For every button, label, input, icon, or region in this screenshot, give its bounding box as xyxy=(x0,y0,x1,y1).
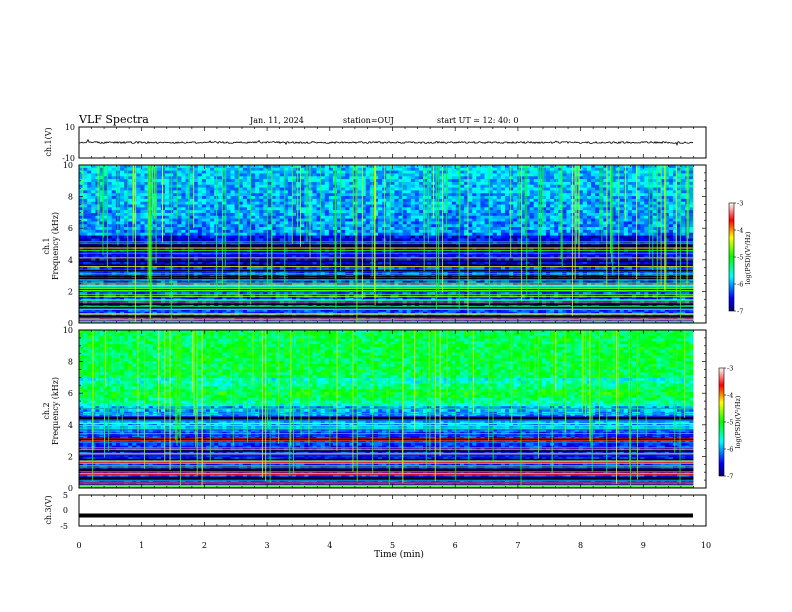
ch2-spectrogram-image xyxy=(79,330,706,489)
ch3-ticks xyxy=(78,495,707,526)
colorbar-tick-label: -4 xyxy=(727,392,733,400)
colorbar-tick-label: -7 xyxy=(737,308,743,316)
colorbar-tick-label: -4 xyxy=(737,227,743,235)
ch2-colorbar-label: log(PSD)(V²/Hz) xyxy=(734,395,742,448)
time-tick-label: 0 xyxy=(76,541,81,550)
colorbar-tick-label: -5 xyxy=(727,419,733,427)
time-tick-label: 2 xyxy=(202,541,207,550)
ch1-spectrogram-channel-label: ch.1 xyxy=(42,237,51,254)
time-tick-label: 8 xyxy=(578,541,583,550)
colorbar-tick-label: -3 xyxy=(737,200,743,208)
time-tick-label: 1 xyxy=(139,541,144,550)
ch1-colorbar-ticks: -3 -4 -5 -6 -7 xyxy=(734,200,743,316)
ch3-panel: ch.3(V) 5 0 -5 xyxy=(44,491,707,531)
time-tick-label: 3 xyxy=(265,541,270,550)
time-tick-label: 9 xyxy=(641,541,646,550)
ch3-ytick-bottom: -5 xyxy=(60,522,68,531)
frequency-tick-label: 6 xyxy=(68,224,73,233)
ch2-frequency-axis-label: Frequency (kHz) xyxy=(51,377,60,445)
figure-title: VLF Spectra xyxy=(78,113,149,126)
time-axis-label: Time (min) xyxy=(374,549,424,560)
ch1-ytick-bottom: -10 xyxy=(62,154,75,163)
frequency-tick-label: 0 xyxy=(68,484,73,493)
colorbar-tick-label: -6 xyxy=(737,281,743,289)
ch1-waveform-panel: ch.1(V) 10 -10 xyxy=(44,123,707,163)
colorbar-tick-label: -5 xyxy=(737,254,743,262)
time-tick-label: 10 xyxy=(701,541,711,550)
time-tick-label: 4 xyxy=(327,541,332,550)
ch1-frequency-ticks: 0 2 4 6 8 10 xyxy=(63,161,707,328)
station-label: station=OUJ xyxy=(343,116,394,125)
ch2-frequency-ticks: 0 2 4 6 8 10 xyxy=(63,326,707,493)
ch1-colorbar-label: log(PSD)(V²/Hz) xyxy=(744,231,752,284)
time-tick-label: 6 xyxy=(453,541,458,550)
time-tick-label: 5 xyxy=(390,541,395,550)
frequency-tick-label: 10 xyxy=(63,326,73,335)
ch2-colorbar-ticks: -3 -4 -5 -6 -7 xyxy=(724,365,733,481)
ch1-waveform-ticks xyxy=(78,127,707,158)
colorbar-tick-label: -6 xyxy=(727,446,733,454)
frequency-tick-label: 2 xyxy=(68,287,73,296)
frequency-tick-label: 8 xyxy=(68,358,73,367)
ch1-colorbar: -3 -4 -5 -6 -7 log(PSD)(V²/Hz) xyxy=(728,200,752,316)
ch2-spectrogram-channel-label: ch.2 xyxy=(42,402,51,419)
date-label: Jan. 11, 2024 xyxy=(249,116,304,125)
ch1-spectrogram-panel: 0 2 4 6 8 10 ch.1 Frequency (kHz) xyxy=(42,161,707,328)
time-tick-label: 7 xyxy=(515,541,520,550)
frequency-tick-label: 0 xyxy=(68,319,73,328)
ch2-colorbar: -3 -4 -5 -6 -7 log(PSD)(V²/Hz) xyxy=(718,365,742,481)
frequency-tick-label: 4 xyxy=(68,421,73,430)
frequency-tick-label: 2 xyxy=(68,452,73,461)
ch1-frequency-axis-label: Frequency (kHz) xyxy=(51,212,60,280)
ch1-waveform-ylabel: ch.1(V) xyxy=(44,127,53,156)
ch1-waveform-trace xyxy=(78,138,694,147)
ch1-spectrogram-image xyxy=(79,165,706,324)
start-time-label: start UT = 12: 40: 0 xyxy=(437,116,518,125)
frequency-tick-label: 6 xyxy=(68,389,73,398)
ch2-spectrogram-panel: 0 2 4 6 8 10 ch.2 Frequency (kHz) xyxy=(42,326,707,493)
ch3-ytick-top: 5 xyxy=(63,491,68,500)
colorbar-tick-label: -7 xyxy=(727,473,733,481)
frequency-tick-label: 8 xyxy=(68,193,73,202)
ch1-ytick-top: 10 xyxy=(65,123,75,132)
frequency-tick-label: 10 xyxy=(63,161,73,170)
ch3-ytick-zero: 0 xyxy=(63,506,68,515)
frequency-tick-label: 4 xyxy=(68,256,73,265)
ch3-ylabel: ch.3(V) xyxy=(44,495,53,524)
time-axis-tick-labels: 0 1 2 3 4 5 6 7 8 9 10 xyxy=(76,541,711,550)
colorbar-tick-label: -3 xyxy=(727,365,733,373)
